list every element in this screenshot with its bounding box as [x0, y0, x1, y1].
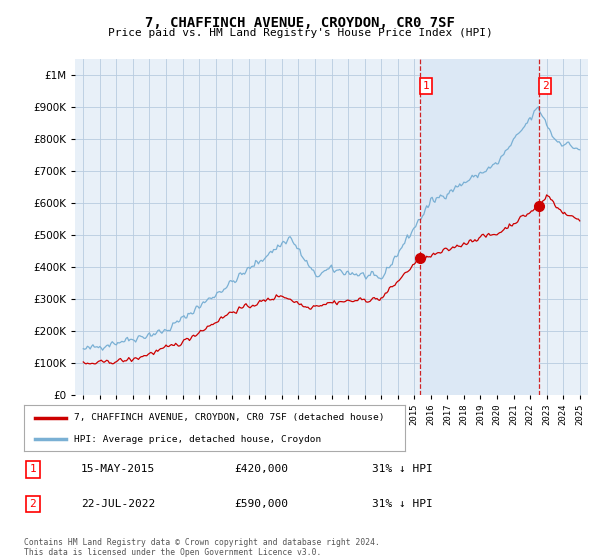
Text: Contains HM Land Registry data © Crown copyright and database right 2024.
This d: Contains HM Land Registry data © Crown c…: [24, 538, 380, 557]
Text: £420,000: £420,000: [234, 464, 288, 474]
Text: 7, CHAFFINCH AVENUE, CROYDON, CR0 7SF: 7, CHAFFINCH AVENUE, CROYDON, CR0 7SF: [145, 16, 455, 30]
Text: 1: 1: [423, 81, 430, 91]
Text: 7, CHAFFINCH AVENUE, CROYDON, CR0 7SF (detached house): 7, CHAFFINCH AVENUE, CROYDON, CR0 7SF (d…: [74, 413, 384, 422]
Text: 2: 2: [542, 81, 548, 91]
Text: HPI: Average price, detached house, Croydon: HPI: Average price, detached house, Croy…: [74, 435, 321, 444]
Text: 15-MAY-2015: 15-MAY-2015: [81, 464, 155, 474]
Text: Price paid vs. HM Land Registry's House Price Index (HPI): Price paid vs. HM Land Registry's House …: [107, 28, 493, 38]
Text: £590,000: £590,000: [234, 499, 288, 509]
Text: 22-JUL-2022: 22-JUL-2022: [81, 499, 155, 509]
Text: 31% ↓ HPI: 31% ↓ HPI: [372, 464, 433, 474]
Bar: [421, 59, 539, 395]
Text: 1: 1: [29, 464, 37, 474]
Text: 31% ↓ HPI: 31% ↓ HPI: [372, 499, 433, 509]
Text: 2: 2: [29, 499, 37, 509]
